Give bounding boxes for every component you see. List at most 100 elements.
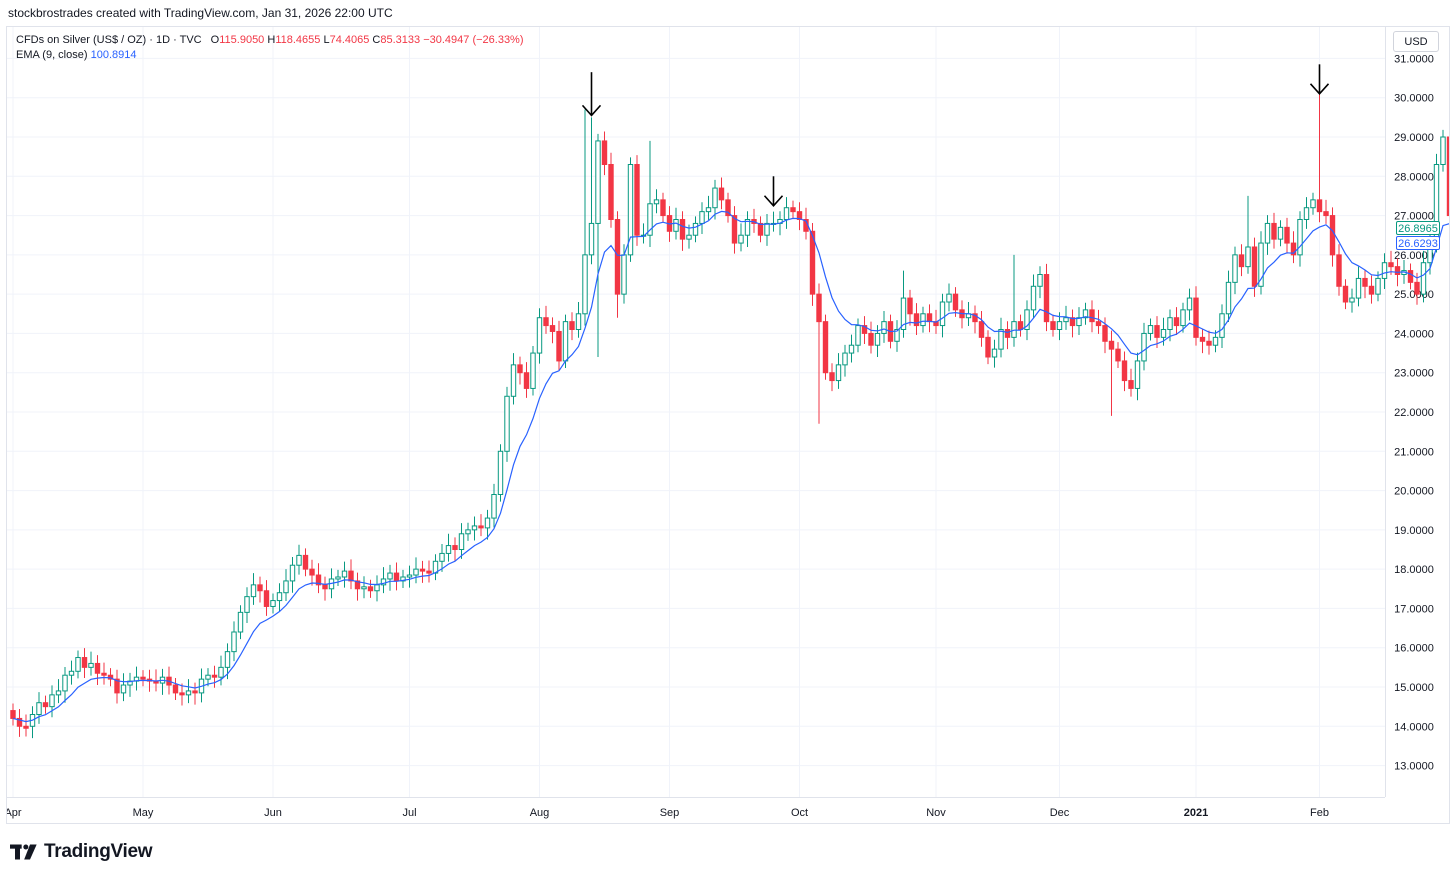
- candle-body: [725, 199, 731, 217]
- candle-body: [75, 657, 81, 672]
- candle-body: [341, 570, 348, 578]
- candle-body: [757, 222, 764, 236]
- candle-body: [114, 678, 120, 694]
- candle-body: [211, 674, 218, 678]
- y-tick-label: 17.0000: [1394, 603, 1434, 615]
- candle-body: [1251, 246, 1258, 287]
- candle-body: [764, 222, 770, 236]
- candle-body: [1258, 242, 1264, 287]
- candle-body: [1160, 329, 1167, 338]
- candle-body: [1173, 317, 1180, 327]
- candle-body: [1199, 336, 1206, 342]
- candle-body: [406, 574, 413, 578]
- candle-body: [348, 570, 354, 582]
- candle-body: [1030, 285, 1037, 311]
- candle-body: [712, 187, 718, 209]
- candle-body: [601, 140, 608, 166]
- candle-body: [627, 164, 634, 256]
- candle-body: [946, 293, 952, 303]
- candle-body: [1043, 274, 1050, 323]
- y-tick-label: 27.0000: [1394, 211, 1434, 223]
- candle-body: [413, 568, 419, 576]
- candle-body: [62, 674, 68, 692]
- candle-body: [458, 533, 465, 550]
- candle-body: [556, 330, 562, 362]
- y-tick-label: 22.0000: [1394, 407, 1434, 419]
- y-tick-label: 28.0000: [1394, 171, 1434, 183]
- candle-body: [744, 219, 751, 236]
- ema-line: [12, 210, 1449, 723]
- candle-body: [1206, 340, 1212, 346]
- brand-name: TradingView: [44, 841, 153, 862]
- candle-body: [484, 517, 491, 529]
- candle-body: [1446, 136, 1449, 217]
- candle-body: [1316, 199, 1323, 213]
- candle-body: [1167, 317, 1173, 331]
- ema-price-tag: 26.6293: [1396, 236, 1440, 250]
- candle-body: [1193, 297, 1199, 338]
- chart-frame[interactable]: 31.0000 30.0000 29.0000 28.0000 27.0000 26.00…: [6, 26, 1450, 824]
- high-value: 118.4655: [275, 34, 321, 46]
- candle-body: [1050, 321, 1056, 330]
- candle-body: [1362, 277, 1368, 287]
- candle-body: [1414, 281, 1420, 295]
- candle-body: [595, 140, 601, 224]
- candle-body: [621, 254, 627, 295]
- candle-body: [523, 372, 530, 389]
- candle-body: [439, 552, 445, 562]
- candle-body: [1225, 281, 1232, 315]
- currency-button[interactable]: USD: [1393, 31, 1439, 52]
- candle-body: [920, 313, 926, 327]
- candle-body: [276, 592, 283, 602]
- chart-legend: CFDs on Silver (US$ / OZ) · 1D · TVC O11…: [16, 33, 524, 63]
- candle-body: [1375, 277, 1381, 295]
- change-value: −30.4947 (−26.33%): [423, 34, 524, 46]
- candle-body: [1342, 285, 1349, 303]
- candle-body: [978, 321, 985, 338]
- y-tick-label: 31.0000: [1394, 53, 1434, 65]
- candle-body: [660, 199, 666, 217]
- candle-body: [1154, 325, 1160, 338]
- tradingview-brand[interactable]: TradingView: [10, 840, 153, 864]
- candle-body: [1212, 336, 1219, 346]
- candle-body: [582, 254, 588, 315]
- candle-body: [1082, 309, 1089, 319]
- x-tick-label: Feb: [1310, 807, 1329, 819]
- candle-body: [1381, 262, 1388, 279]
- candle-body: [335, 576, 341, 580]
- candle-body: [1336, 254, 1342, 287]
- candle-body: [926, 313, 933, 323]
- x-tick-label: 2021: [1184, 807, 1208, 819]
- candle-body: [140, 676, 146, 680]
- candle-body: [179, 692, 185, 696]
- candle-body: [1141, 332, 1147, 362]
- candle-body: [192, 690, 198, 694]
- candle-body: [614, 219, 621, 295]
- candle-body: [419, 568, 426, 572]
- candle-body: [1303, 207, 1310, 220]
- candle-body: [374, 584, 380, 592]
- candle-body: [205, 674, 211, 680]
- candle-body: [497, 450, 504, 495]
- x-tick-label: Nov: [926, 807, 946, 819]
- candle-body: [302, 554, 309, 570]
- candle-body: [1180, 309, 1186, 327]
- candle-body: [738, 234, 744, 244]
- price-chart[interactable]: 31.000030.000029.000028.000027.000026.00…: [7, 27, 1449, 823]
- y-tick-label: 23.0000: [1394, 368, 1434, 380]
- candle-body: [1290, 242, 1297, 256]
- candle-body: [244, 596, 250, 613]
- low-label: L: [323, 34, 330, 46]
- candle-body: [881, 321, 887, 334]
- candle-body: [1349, 297, 1355, 303]
- candle-body: [796, 211, 803, 220]
- candle-body: [1115, 348, 1121, 362]
- candle-body: [842, 352, 848, 366]
- candle-body: [1329, 215, 1336, 256]
- y-tick-label: 24.0000: [1394, 328, 1434, 340]
- candle-body: [913, 313, 920, 327]
- tradingview-logo-icon: [10, 844, 37, 860]
- candle-body: [88, 662, 94, 668]
- candle-body: [1245, 246, 1251, 268]
- y-tick-label: 14.0000: [1394, 721, 1434, 733]
